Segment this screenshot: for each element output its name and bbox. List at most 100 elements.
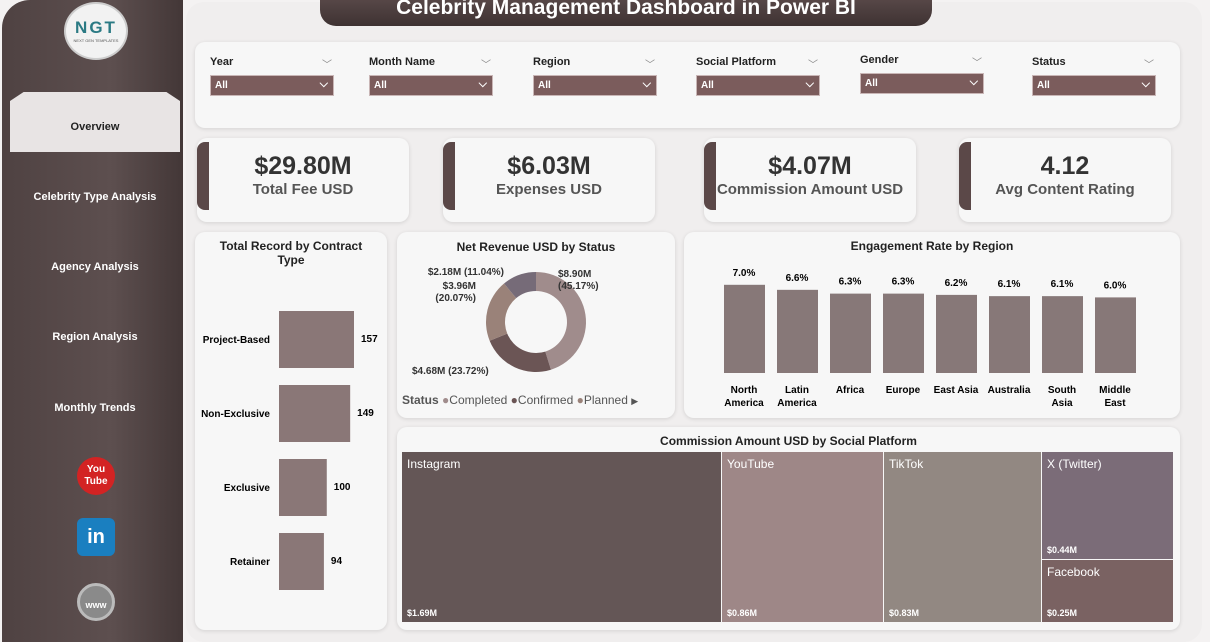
category-label: Africa bbox=[836, 385, 865, 396]
chevron-down-icon: ⌵ bbox=[805, 78, 814, 90]
category-label: East bbox=[1104, 398, 1126, 409]
youtube-icon[interactable]: You Tube bbox=[77, 457, 115, 495]
kpi-label: Avg Content Rating bbox=[995, 181, 1135, 198]
category-label: North bbox=[731, 385, 758, 396]
bar[interactable] bbox=[830, 293, 871, 373]
category-label: Europe bbox=[886, 385, 921, 396]
chevron-down-icon[interactable]: ﹀ bbox=[972, 58, 982, 69]
nav-overview[interactable]: Overview bbox=[10, 92, 180, 152]
filter-dropdown[interactable]: All ⌵ bbox=[696, 75, 820, 96]
bar[interactable] bbox=[279, 385, 351, 442]
filter-dropdown[interactable]: All ⌵ bbox=[210, 75, 334, 96]
kpi-card: 4.12 Avg Content Rating bbox=[959, 138, 1171, 222]
kpi-card: $4.07M Commission Amount USD bbox=[704, 138, 916, 222]
tile-value: $1.69M bbox=[407, 608, 438, 618]
bar[interactable] bbox=[279, 459, 327, 516]
data-label: 6.1% bbox=[998, 279, 1021, 290]
tile-name: Instagram bbox=[407, 457, 461, 471]
treemap-tile[interactable]: X (Twitter) $0.44M bbox=[1042, 452, 1173, 559]
filter-year: Year ﹀ All ⌵ bbox=[210, 56, 334, 96]
data-label: 6.2% bbox=[945, 278, 968, 289]
nav-agency-analysis[interactable]: Agency Analysis bbox=[51, 261, 139, 273]
data-label: 94 bbox=[331, 556, 343, 567]
donut-chart: $8.90M(45.17%) $4.68M (23.72%) $3.96M(20.0… bbox=[412, 267, 599, 377]
treemap-tile[interactable]: Instagram $1.69M bbox=[402, 452, 721, 622]
category-label: South bbox=[1048, 385, 1076, 396]
slice-label: $3.96M bbox=[443, 281, 476, 292]
treemap-tile[interactable]: Facebook $0.25M bbox=[1042, 560, 1173, 622]
category-label: Non-Exclusive bbox=[201, 409, 270, 420]
chart-title: Engagement Rate by Region bbox=[850, 239, 1014, 253]
bar[interactable] bbox=[936, 294, 977, 373]
slice-label: $4.68M (23.72%) bbox=[412, 366, 489, 377]
donut-slice[interactable] bbox=[536, 272, 586, 370]
legend-confirmed[interactable]: Confirmed bbox=[517, 393, 574, 407]
filter-label: Month Name bbox=[369, 56, 435, 68]
filter-social-platform: Social Platform ﹀ All ⌵ bbox=[696, 56, 820, 96]
tile-value: $0.86M bbox=[727, 608, 758, 618]
data-label: 7.0% bbox=[733, 268, 756, 279]
filter-label: Year bbox=[210, 56, 234, 68]
bar[interactable] bbox=[883, 293, 924, 373]
category-label: America bbox=[724, 398, 764, 409]
category-label: East Asia bbox=[934, 385, 979, 396]
donut-legend: Status ●Completed ●Confirmed ●Planned ▶ bbox=[402, 393, 639, 407]
category-label: Latin bbox=[785, 385, 809, 396]
tile-name: X (Twitter) bbox=[1047, 457, 1102, 471]
ngt-logo: NGT NEXT GEN TEMPLATES bbox=[64, 2, 128, 60]
legend-planned[interactable]: Planned bbox=[583, 393, 628, 407]
chart-title: Net Revenue USD by Status bbox=[456, 240, 616, 254]
legend-next-arrow-icon[interactable]: ▶ bbox=[631, 396, 639, 406]
page-title: Celebrity Management Dashboard in Power … bbox=[320, 0, 932, 26]
slice-label: (45.17%) bbox=[558, 281, 599, 292]
donut-slice[interactable] bbox=[504, 272, 536, 299]
filter-dropdown[interactable]: All ⌵ bbox=[860, 73, 984, 94]
tile-name: TikTok bbox=[889, 457, 924, 471]
tile-value: $0.44M bbox=[1047, 545, 1078, 555]
chevron-down-icon[interactable]: ﹀ bbox=[1144, 60, 1154, 71]
chevron-down-icon[interactable]: ﹀ bbox=[322, 60, 332, 71]
bar[interactable] bbox=[279, 533, 324, 590]
category-label: Project-Based bbox=[203, 335, 270, 346]
chevron-down-icon[interactable]: ﹀ bbox=[481, 60, 491, 71]
nav-celebrity-type-analysis[interactable]: Celebrity Type Analysis bbox=[33, 191, 157, 203]
filter-dropdown[interactable]: All ⌵ bbox=[1032, 75, 1156, 96]
engagement-chart: Engagement Rate by Region 7.0% North Ameri… bbox=[684, 232, 1180, 418]
chevron-down-icon[interactable]: ﹀ bbox=[808, 60, 818, 71]
category-label: America bbox=[777, 398, 817, 409]
donut-slice[interactable] bbox=[486, 283, 517, 341]
donut-slice[interactable] bbox=[489, 333, 551, 372]
data-label: 149 bbox=[357, 408, 374, 419]
linkedin-icon[interactable]: in bbox=[77, 518, 115, 556]
bar[interactable] bbox=[777, 289, 818, 373]
web-icon[interactable]: www bbox=[77, 583, 115, 621]
nav-region-analysis[interactable]: Region Analysis bbox=[52, 331, 138, 343]
bar[interactable] bbox=[1095, 297, 1136, 373]
tile-value: $0.83M bbox=[889, 608, 920, 618]
treemap-tile[interactable]: TikTok $0.83M bbox=[884, 452, 1041, 622]
filter-status: Status ﹀ All ⌵ bbox=[1032, 56, 1156, 96]
filter-dropdown[interactable]: All ⌵ bbox=[369, 75, 493, 96]
chevron-down-icon: ⌵ bbox=[478, 78, 487, 90]
bar[interactable] bbox=[724, 284, 765, 373]
kpi-label: Expenses USD bbox=[496, 181, 602, 198]
filter-region: Region ﹀ All ⌵ bbox=[533, 56, 657, 96]
sidebar: NGT NEXT GEN TEMPLATES Overview Celebrity… bbox=[2, 0, 183, 642]
legend-completed[interactable]: Completed bbox=[449, 393, 508, 407]
kpi-value: $29.80M bbox=[254, 152, 352, 180]
category-label: Exclusive bbox=[224, 483, 271, 494]
bar[interactable] bbox=[1042, 296, 1083, 373]
contract-type-chart: Total Record by Contract Type Project-Ba… bbox=[195, 232, 387, 630]
filter-dropdown[interactable]: All ⌵ bbox=[533, 75, 657, 96]
treemap-tile[interactable]: YouTube $0.86M bbox=[722, 452, 883, 622]
nav-monthly-trends[interactable]: Monthly Trends bbox=[54, 402, 136, 414]
chevron-down-icon[interactable]: ﹀ bbox=[645, 60, 655, 71]
tile-name: YouTube bbox=[727, 457, 775, 471]
kpi-card: $29.80M Total Fee USD bbox=[197, 138, 409, 222]
data-label: 6.3% bbox=[839, 277, 862, 288]
bar[interactable] bbox=[989, 296, 1030, 373]
category-label: Asia bbox=[1051, 398, 1073, 409]
data-label: 6.3% bbox=[892, 277, 915, 288]
contract-bars: Project-Based 157 Non-Exclusive 149 Exclusiv… bbox=[201, 311, 378, 590]
bar[interactable] bbox=[279, 311, 354, 368]
